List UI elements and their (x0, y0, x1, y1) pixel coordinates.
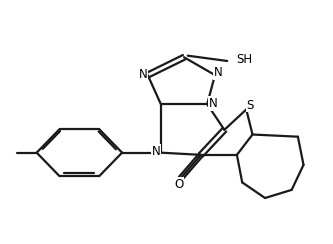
Text: N: N (152, 145, 161, 158)
Text: N: N (208, 97, 217, 110)
Text: N: N (139, 68, 148, 81)
Text: N: N (214, 66, 222, 79)
Text: O: O (174, 178, 183, 191)
Text: SH: SH (236, 53, 253, 66)
Text: S: S (246, 99, 254, 112)
